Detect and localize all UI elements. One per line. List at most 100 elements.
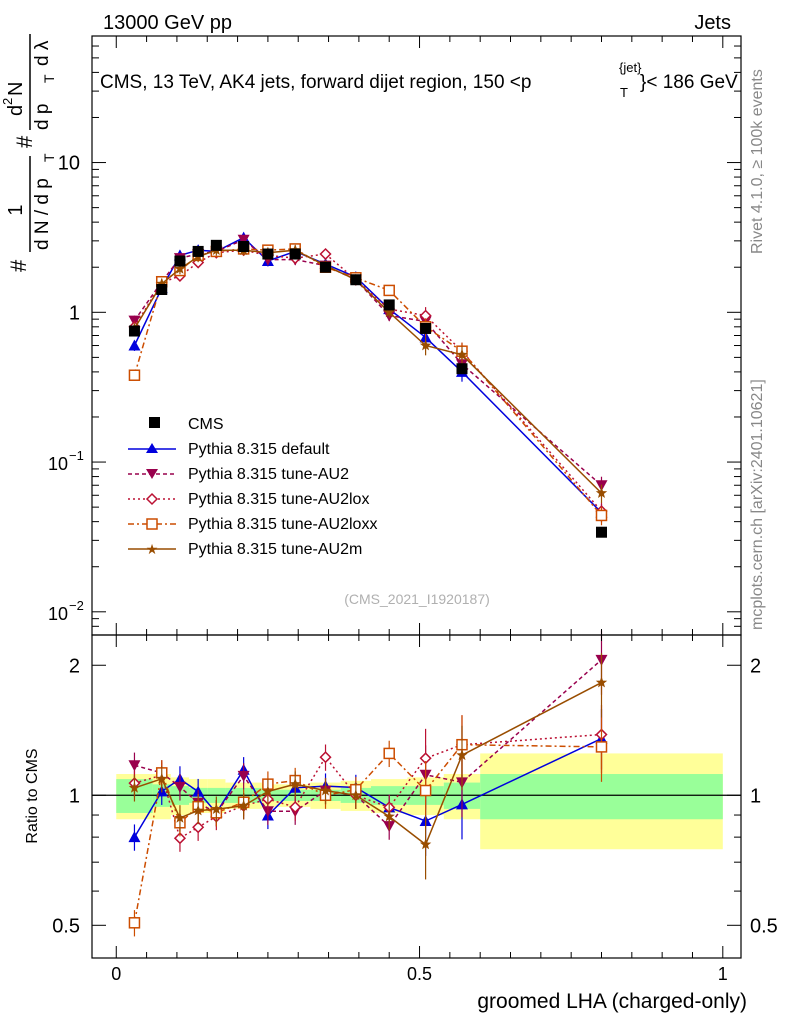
- legend-item-cms: CMS: [149, 416, 224, 433]
- category-label: Jets: [694, 12, 731, 34]
- reference-tag: (CMS_2021_I1920187): [344, 591, 490, 607]
- ratio-point: [456, 749, 468, 761]
- legend-item-au2: Pythia 8.315 tune-AU2: [128, 466, 349, 483]
- legend: CMS Pythia 8.315 default Pythia 8.315 tu…: [128, 416, 377, 558]
- y-tick-exponent: −1: [69, 448, 84, 463]
- series-point: [419, 339, 432, 351]
- series-point: [319, 247, 332, 261]
- ratio-series-line: [134, 733, 602, 840]
- ratio-point: [128, 831, 141, 843]
- svg-text:★: ★: [146, 541, 159, 557]
- y-label-dn-dpt: d N / d p: [32, 178, 53, 250]
- series-point: [383, 284, 395, 297]
- ratio-frame: [91, 634, 742, 959]
- ratio-point: [174, 811, 186, 823]
- legend-label-au2: Pythia 8.315 tune-AU2: [188, 466, 349, 483]
- ratio-series-4: [128, 653, 608, 880]
- ratio-y-tick-label-right: 1: [750, 785, 761, 807]
- legend-label-cms: CMS: [188, 416, 224, 433]
- plot-title: CMS, 13 TeV, AK4 jets, forward dijet reg…: [100, 60, 738, 100]
- ratio-point: [237, 770, 250, 782]
- main-y-axis-label: # 1 d N / d p T # d 2 N d p T d λ: [0, 34, 57, 272]
- ratio-point: [319, 751, 332, 764]
- y-tick-label: 10: [48, 604, 68, 624]
- series-point: [128, 369, 141, 381]
- ratio-point: [262, 785, 274, 797]
- main-panel: [91, 35, 742, 636]
- plot-title-end: }< 186 GeV: [640, 72, 738, 93]
- cms-point: [210, 239, 222, 251]
- x-tick-label: 0: [111, 964, 121, 984]
- series-point: [595, 487, 608, 498]
- ratio-y-tick-label-left: 0.5: [52, 915, 80, 937]
- cms-point: [128, 325, 140, 337]
- y-label-sub-t2: T: [41, 74, 57, 83]
- legend-item-au2m: ★ Pythia 8.315 tune-AU2m: [128, 541, 362, 558]
- ratio-point: [128, 781, 141, 793]
- x-tick-label: 1: [718, 964, 728, 984]
- series-point: [595, 509, 608, 522]
- ratio-point: [419, 838, 432, 850]
- ratio-point: [595, 741, 608, 753]
- series-point: [174, 262, 186, 274]
- y-label-sub-t1: T: [41, 153, 57, 162]
- y-label-hash: #: [6, 259, 31, 272]
- legend-item-au2lox: Pythia 8.315 tune-AU2lox: [128, 491, 369, 508]
- ratio-y-tick-label-right: 2: [750, 655, 761, 677]
- series-point: [128, 339, 141, 351]
- ratio-point: [173, 832, 187, 845]
- energy-label: 13000 GeV pp: [103, 12, 232, 34]
- cms-point: [595, 526, 607, 538]
- y-label-sup-2: 2: [0, 98, 15, 105]
- y-tick-exponent: −2: [69, 598, 84, 613]
- cms-point: [262, 248, 274, 260]
- series-point: [156, 277, 168, 289]
- series-point: [237, 234, 250, 246]
- legend-label-au2m: Pythia 8.315 tune-AU2m: [188, 541, 362, 558]
- ratio-point: [192, 804, 204, 816]
- legend-item-default: Pythia 8.315 default: [128, 441, 330, 458]
- ratio-point: [128, 917, 141, 929]
- ratio-point: [289, 778, 301, 789]
- ratio-point: [383, 747, 395, 760]
- series-point: [456, 348, 468, 360]
- cms-point: [174, 255, 186, 267]
- y-label-dlambda: d λ: [32, 40, 53, 66]
- plot-title-main: CMS, 13 TeV, AK4 jets, forward dijet reg…: [100, 72, 531, 93]
- cms-point: [289, 248, 301, 260]
- cms-point: [320, 261, 332, 273]
- series-point: [383, 306, 395, 318]
- ratio-y-tick-label-right: 0.5: [750, 915, 778, 937]
- y-label-n: N: [5, 82, 27, 96]
- ratio-point: [192, 821, 205, 834]
- cms-point: [238, 241, 250, 253]
- ratio-y-tick-label-left: 2: [69, 655, 80, 677]
- ratio-point: [595, 676, 608, 688]
- ratio-point: [237, 799, 250, 811]
- legend-item-au2loxx: Pythia 8.315 tune-AU2loxx: [128, 516, 377, 533]
- ratio-point: [289, 801, 302, 814]
- cms-point: [192, 245, 204, 257]
- x-tick-label: 0.5: [407, 964, 432, 984]
- ratio-y-tick-label-left: 1: [69, 785, 80, 807]
- cms-point: [156, 283, 168, 295]
- series-point: [419, 331, 432, 343]
- ratio-series-line: [133, 743, 602, 923]
- plot-title-sub: T: [620, 85, 628, 100]
- series-line: [133, 249, 603, 494]
- ratio-series-line: [134, 659, 602, 828]
- legend-label-au2loxx: Pythia 8.315 tune-AU2loxx: [188, 516, 377, 533]
- legend-label-default: Pythia 8.315 default: [188, 441, 330, 458]
- y-label-dpt: d p: [32, 104, 53, 130]
- plot-title-sup: {jet}: [619, 60, 642, 75]
- mcplots-label: mcplots.cern.ch [arXiv:2401.10621]: [749, 379, 766, 630]
- rivet-version-label: Rivet 4.1.0, ≥ 100k events: [749, 69, 766, 254]
- x-axis-label: groomed LHA (charged-only): [477, 990, 747, 1013]
- cms-data: [128, 239, 607, 538]
- ratio-point: [128, 760, 141, 772]
- y-label-hash-2: #: [12, 135, 37, 148]
- y-tick-label: 10: [48, 454, 68, 474]
- cms-point: [350, 274, 362, 286]
- y-tick-label: 1: [69, 302, 80, 324]
